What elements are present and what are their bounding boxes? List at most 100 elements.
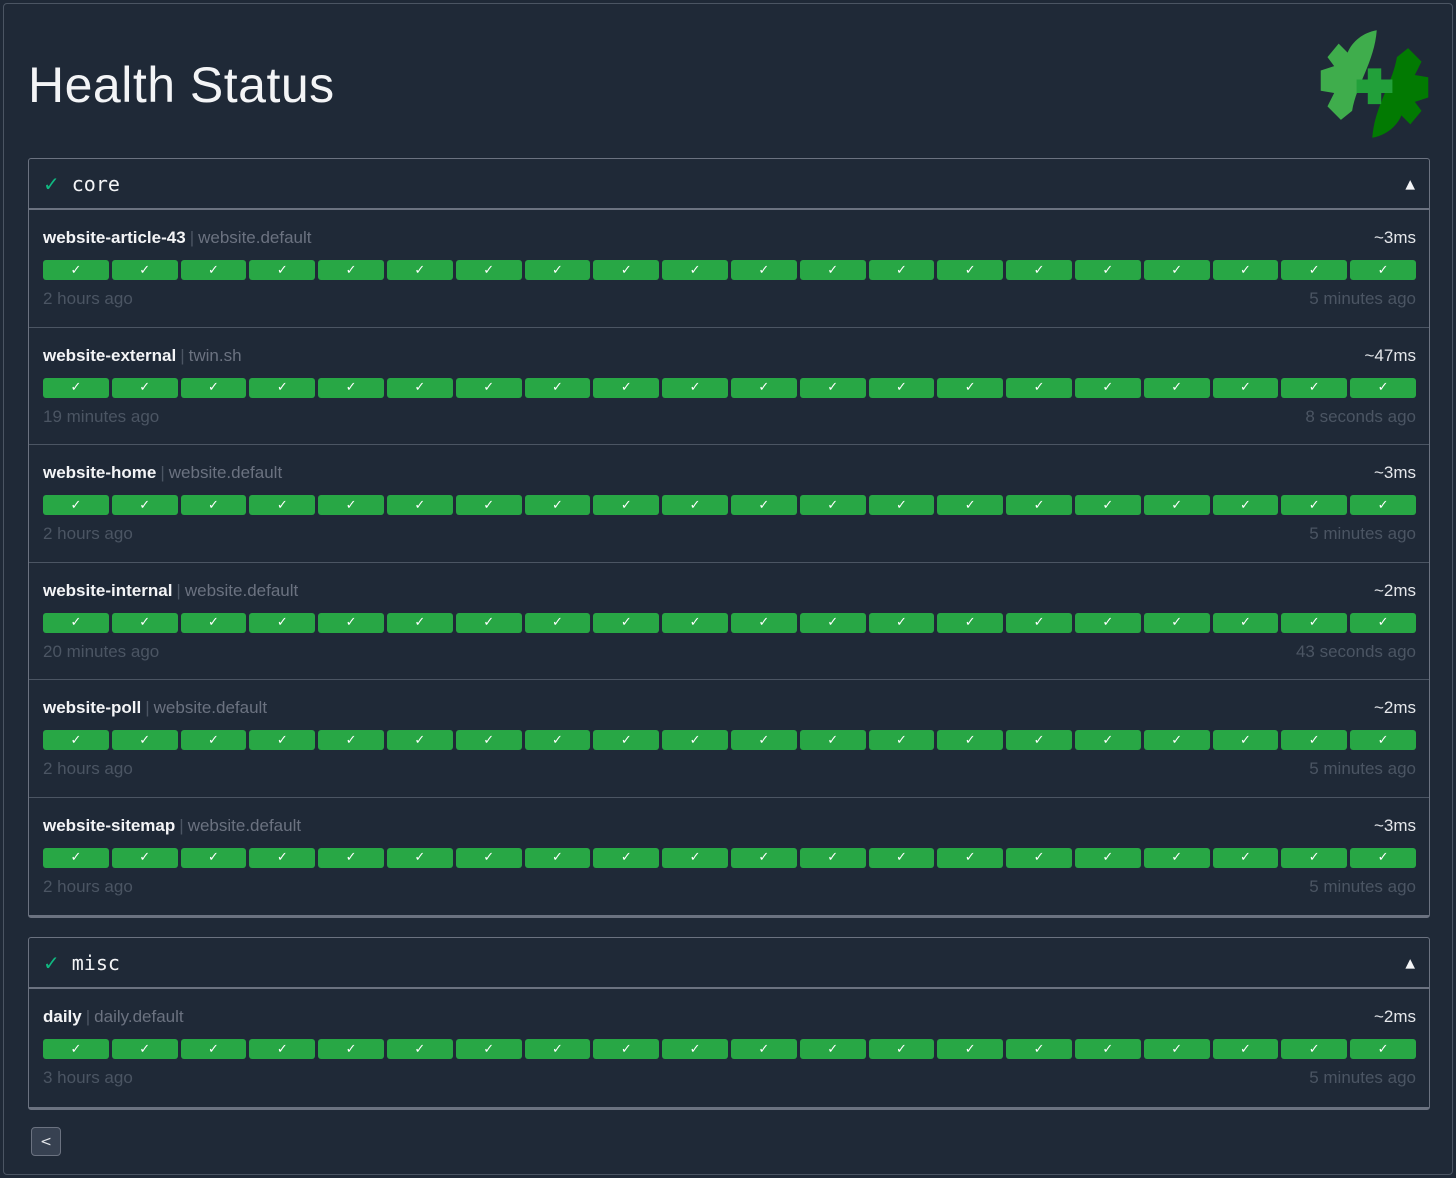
result-bar-success[interactable]: ✓ <box>1143 612 1210 633</box>
result-bar-success[interactable]: ✓ <box>386 377 453 398</box>
result-bar-success[interactable]: ✓ <box>524 612 591 633</box>
result-bar-success[interactable]: ✓ <box>1350 495 1416 515</box>
result-bar-success[interactable]: ✓ <box>799 260 866 280</box>
result-bar-success[interactable]: ✓ <box>386 612 453 633</box>
result-bar-success[interactable]: ✓ <box>799 1039 866 1059</box>
result-bar-success[interactable]: ✓ <box>593 377 660 398</box>
result-bar-success[interactable]: ✓ <box>1212 730 1279 750</box>
result-bar-success[interactable]: ✓ <box>662 377 728 398</box>
result-bar-success[interactable]: ✓ <box>318 1039 384 1059</box>
result-bar-success[interactable]: ✓ <box>799 377 866 398</box>
result-bar-success[interactable]: ✓ <box>386 1039 453 1059</box>
result-bar-success[interactable]: ✓ <box>249 495 316 515</box>
result-bar-success[interactable]: ✓ <box>111 730 178 750</box>
result-bar-success[interactable]: ✓ <box>249 730 316 750</box>
result-bar-success[interactable]: ✓ <box>455 612 522 633</box>
result-bar-success[interactable]: ✓ <box>1281 377 1348 398</box>
result-bar-success[interactable]: ✓ <box>180 1039 247 1059</box>
result-bar-success[interactable]: ✓ <box>1281 730 1348 750</box>
result-bar-success[interactable]: ✓ <box>455 730 522 750</box>
result-bar-success[interactable]: ✓ <box>662 730 728 750</box>
result-bar-success[interactable]: ✓ <box>1006 730 1072 750</box>
result-bar-success[interactable]: ✓ <box>524 1039 591 1059</box>
result-bar-success[interactable]: ✓ <box>662 260 728 280</box>
endpoint-name[interactable]: website-poll <box>43 698 142 717</box>
result-bar-success[interactable]: ✓ <box>1074 377 1141 398</box>
result-bar-success[interactable]: ✓ <box>1350 612 1416 633</box>
result-bar-success[interactable]: ✓ <box>386 260 453 280</box>
result-bar-success[interactable]: ✓ <box>1350 377 1416 398</box>
endpoint-name[interactable]: website-home <box>43 463 157 482</box>
result-bar-success[interactable]: ✓ <box>43 612 109 633</box>
result-bar-success[interactable]: ✓ <box>524 730 591 750</box>
result-bar-success[interactable]: ✓ <box>868 730 935 750</box>
result-bar-success[interactable]: ✓ <box>1350 260 1416 280</box>
result-bar-success[interactable]: ✓ <box>1281 612 1348 633</box>
result-bar-success[interactable]: ✓ <box>318 847 384 868</box>
result-bar-success[interactable]: ✓ <box>249 847 316 868</box>
result-bar-success[interactable]: ✓ <box>593 260 660 280</box>
result-bar-success[interactable]: ✓ <box>1212 377 1279 398</box>
result-bar-success[interactable]: ✓ <box>1281 847 1348 868</box>
result-bar-success[interactable]: ✓ <box>249 1039 316 1059</box>
result-bar-success[interactable]: ✓ <box>1212 612 1279 633</box>
result-bar-success[interactable]: ✓ <box>1350 730 1416 750</box>
result-bar-success[interactable]: ✓ <box>1006 377 1072 398</box>
result-bar-success[interactable]: ✓ <box>43 730 109 750</box>
result-bar-success[interactable]: ✓ <box>868 612 935 633</box>
result-bar-success[interactable]: ✓ <box>730 847 797 868</box>
group-header[interactable]: ✓ misc ▲ <box>29 938 1429 989</box>
result-bar-success[interactable]: ✓ <box>180 730 247 750</box>
result-bar-success[interactable]: ✓ <box>1281 495 1348 515</box>
result-bar-success[interactable]: ✓ <box>799 730 866 750</box>
result-bar-success[interactable]: ✓ <box>937 612 1004 633</box>
endpoint-name[interactable]: website-sitemap <box>43 815 176 835</box>
result-bar-success[interactable]: ✓ <box>318 495 384 515</box>
result-bar-success[interactable]: ✓ <box>593 612 660 633</box>
result-bar-success[interactable]: ✓ <box>386 847 453 868</box>
result-bar-success[interactable]: ✓ <box>937 847 1004 868</box>
result-bar-success[interactable]: ✓ <box>1281 1039 1348 1059</box>
result-bar-success[interactable]: ✓ <box>1212 495 1279 515</box>
result-bar-success[interactable]: ✓ <box>868 377 935 398</box>
result-bar-success[interactable]: ✓ <box>43 1039 109 1059</box>
result-bar-success[interactable]: ✓ <box>524 847 591 868</box>
result-bar-success[interactable]: ✓ <box>799 612 866 633</box>
result-bar-success[interactable]: ✓ <box>455 495 522 515</box>
result-bar-success[interactable]: ✓ <box>593 847 660 868</box>
result-bar-success[interactable]: ✓ <box>455 260 522 280</box>
result-bar-success[interactable]: ✓ <box>868 495 935 515</box>
result-bar-success[interactable]: ✓ <box>1074 730 1141 750</box>
result-bar-success[interactable]: ✓ <box>1074 260 1141 280</box>
result-bar-success[interactable]: ✓ <box>730 495 797 515</box>
result-bar-success[interactable]: ✓ <box>111 495 178 515</box>
result-bar-success[interactable]: ✓ <box>43 260 109 280</box>
result-bar-success[interactable]: ✓ <box>180 847 247 868</box>
result-bar-success[interactable]: ✓ <box>1143 1039 1210 1059</box>
result-bar-success[interactable]: ✓ <box>43 847 109 868</box>
result-bar-success[interactable]: ✓ <box>937 1039 1004 1059</box>
result-bar-success[interactable]: ✓ <box>249 260 316 280</box>
result-bar-success[interactable]: ✓ <box>180 612 247 633</box>
result-bar-success[interactable]: ✓ <box>1074 847 1141 868</box>
result-bar-success[interactable]: ✓ <box>1006 260 1072 280</box>
result-bar-success[interactable]: ✓ <box>249 612 316 633</box>
result-bar-success[interactable]: ✓ <box>1074 1039 1141 1059</box>
result-bar-success[interactable]: ✓ <box>1006 495 1072 515</box>
result-bar-success[interactable]: ✓ <box>868 1039 935 1059</box>
result-bar-success[interactable]: ✓ <box>730 377 797 398</box>
result-bar-success[interactable]: ✓ <box>1143 377 1210 398</box>
result-bar-success[interactable]: ✓ <box>249 377 316 398</box>
result-bar-success[interactable]: ✓ <box>1143 730 1210 750</box>
collapse-toggle-icon[interactable]: ▲ <box>1405 953 1415 972</box>
result-bar-success[interactable]: ✓ <box>318 260 384 280</box>
result-bar-success[interactable]: ✓ <box>593 1039 660 1059</box>
result-bar-success[interactable]: ✓ <box>318 377 384 398</box>
result-bar-success[interactable]: ✓ <box>730 1039 797 1059</box>
result-bar-success[interactable]: ✓ <box>730 730 797 750</box>
result-bar-success[interactable]: ✓ <box>937 377 1004 398</box>
result-bar-success[interactable]: ✓ <box>1006 612 1072 633</box>
result-bar-success[interactable]: ✓ <box>1143 260 1210 280</box>
result-bar-success[interactable]: ✓ <box>593 730 660 750</box>
result-bar-success[interactable]: ✓ <box>730 260 797 280</box>
